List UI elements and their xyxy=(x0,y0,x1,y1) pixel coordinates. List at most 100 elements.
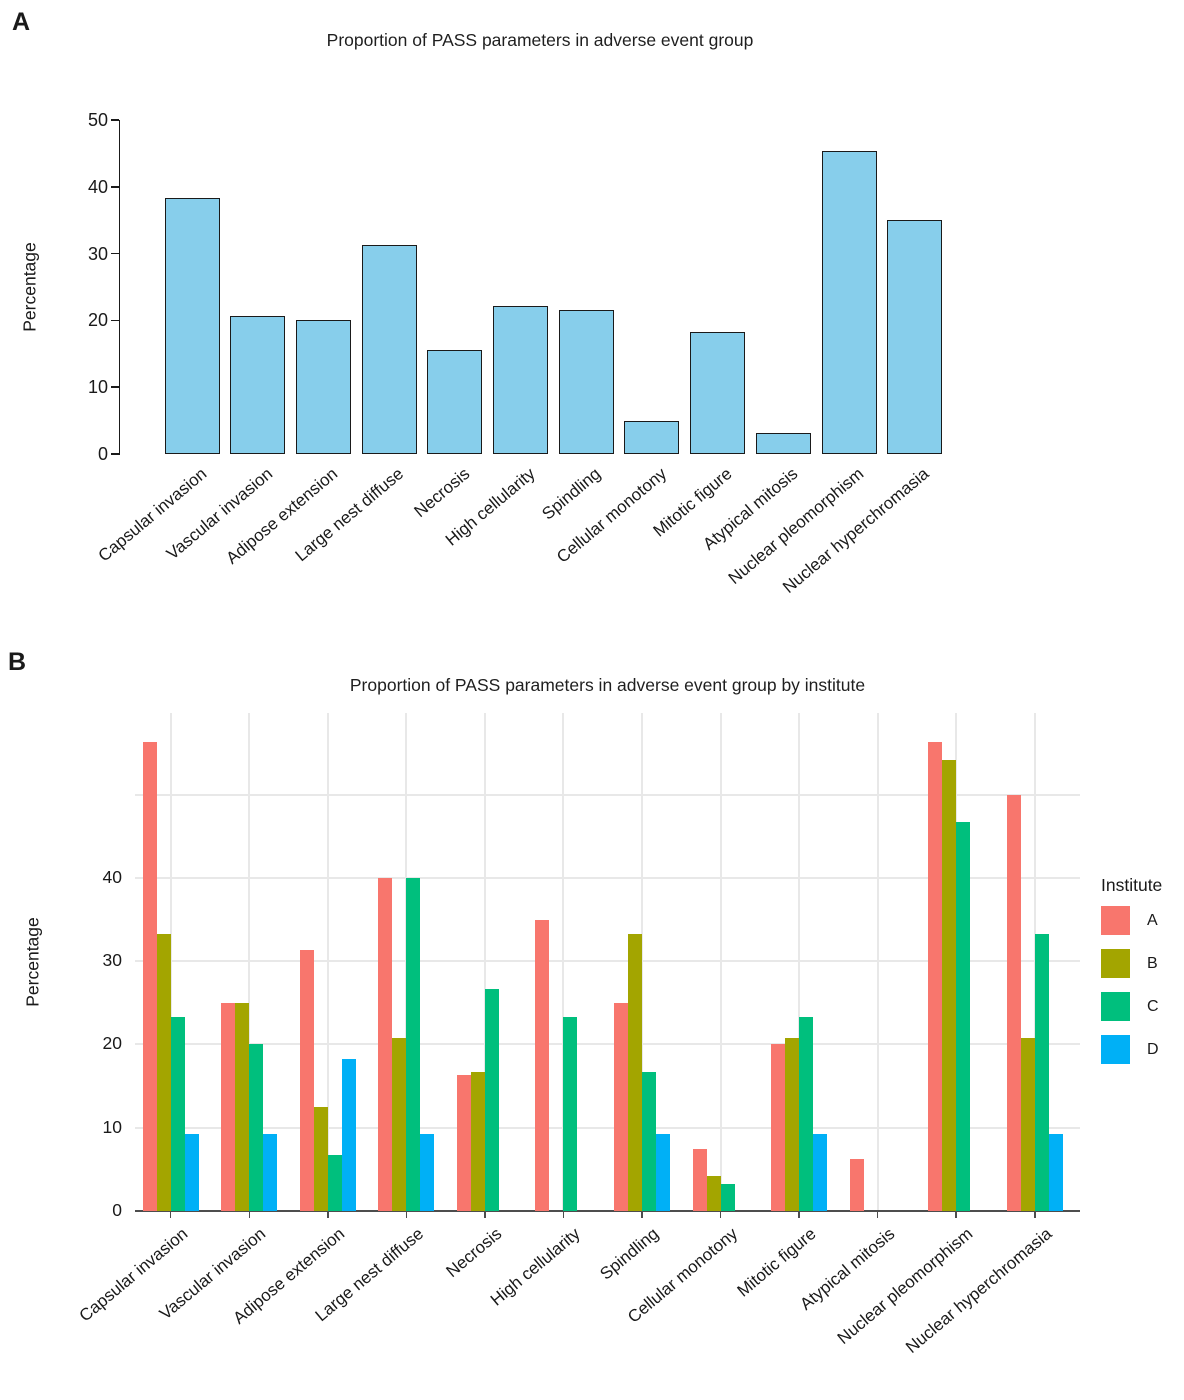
legend-item-b: B xyxy=(1101,949,1162,978)
bar-nuclear-hyperchromasia-d xyxy=(1048,1133,1063,1211)
legend-swatch-d xyxy=(1101,1035,1130,1064)
bar-mitotic-figure-a xyxy=(771,1044,786,1211)
panel-a-y-tick xyxy=(111,386,119,388)
bar-spindling-a xyxy=(614,1002,628,1211)
legend-item-a: A xyxy=(1101,906,1162,935)
bar-adipose-extension-a xyxy=(299,950,314,1211)
bar-atypical-mitosis-a xyxy=(849,1158,864,1211)
gridline-h-20 xyxy=(135,1043,1080,1046)
bar-cellular-monotony-a xyxy=(692,1148,707,1211)
gridline-v-cellular-monotony xyxy=(719,713,722,1211)
panel-b-x-tick xyxy=(641,1211,643,1218)
gridline-v-mitotic-figure xyxy=(798,713,801,1211)
panel-b-x-tick xyxy=(719,1211,722,1218)
bar-spindling xyxy=(558,310,614,454)
bar-high-cellularity xyxy=(493,306,548,454)
bar-high-cellularity-c xyxy=(563,1016,578,1211)
panel-a-x-label-capsular-invasion: Capsular invasion xyxy=(94,464,211,566)
panel-a-x-label-cellular-monotony: Cellular monotony xyxy=(552,464,671,567)
legend-swatch-b xyxy=(1101,949,1130,978)
panel-b-x-tick xyxy=(955,1211,957,1218)
bar-cellular-monotony-b xyxy=(706,1176,721,1211)
bar-large-nest-diffuse-c xyxy=(406,877,421,1211)
panel-b-x-tick xyxy=(876,1211,879,1218)
panel-b-x-label-nuclear-hyperchromasia: Nuclear hyperchromasia xyxy=(901,1224,1055,1357)
panel-a-title: Proportion of PASS parameters in adverse… xyxy=(326,30,754,50)
bar-nuclear-pleomorphism-c xyxy=(956,822,971,1211)
gridline-v-spindling xyxy=(641,713,643,1211)
bar-spindling-b xyxy=(628,933,642,1211)
bar-high-cellularity-a xyxy=(535,919,550,1211)
panel-a-y-tick-label: 50 xyxy=(87,110,108,130)
bar-capsular-invasion xyxy=(164,198,220,454)
gridline-v-adipose-extension xyxy=(326,713,329,1211)
bar-nuclear-hyperchromasia-a xyxy=(1006,794,1021,1211)
panel-b-x-tick xyxy=(562,1211,565,1218)
panel-b-y-tick-label: 10 xyxy=(102,1116,122,1137)
gridline-h-10 xyxy=(135,1126,1080,1129)
bar-vascular-invasion-a xyxy=(221,1002,236,1211)
legend-items: A B C D xyxy=(1101,906,1162,1064)
panel-b-y-tick-label: 0 xyxy=(112,1200,122,1220)
gridline-h-40 xyxy=(135,876,1080,879)
panel-a-y-tick-label: 0 xyxy=(97,444,108,464)
panel-b-x-tick xyxy=(1034,1211,1036,1218)
bar-capsular-invasion-d xyxy=(184,1133,199,1211)
panel-a-x-label-necrosis: Necrosis xyxy=(410,464,474,522)
bar-large-nest-diffuse xyxy=(361,244,417,454)
bar-mitotic-figure-c xyxy=(799,1016,814,1211)
panel-a-y-tick-label: 10 xyxy=(87,377,108,398)
bar-adipose-extension-b xyxy=(313,1106,328,1211)
bar-large-nest-diffuse-a xyxy=(378,877,393,1211)
panel-a-y-axis xyxy=(118,120,120,455)
bar-cellular-monotony xyxy=(624,421,680,454)
bar-mitotic-figure-b xyxy=(785,1037,800,1211)
panel-b-x-label-nuclear-pleomorphism: Nuclear pleomorphism xyxy=(833,1224,977,1348)
panel-b-x-tick xyxy=(405,1211,408,1218)
panel-a-y-tick-label: 30 xyxy=(87,243,108,264)
bar-mitotic-figure xyxy=(690,331,746,454)
legend-swatch-a xyxy=(1101,906,1130,935)
bar-adipose-extension-d xyxy=(341,1058,356,1211)
bar-atypical-mitosis xyxy=(755,433,811,454)
panel-b-x-axis xyxy=(135,1210,1080,1212)
legend-label-c: C xyxy=(1147,997,1159,1015)
panel-b-x-label-spindling: Spindling xyxy=(596,1224,663,1284)
gridline-v-high-cellularity xyxy=(562,713,565,1211)
bar-nuclear-pleomorphism-b xyxy=(942,759,957,1211)
legend-item-d: D xyxy=(1101,1035,1162,1064)
bar-capsular-invasion-a xyxy=(142,742,157,1211)
panel-b-y-tick-label: 30 xyxy=(102,950,122,971)
panel-b-title: Proportion of PASS parameters in adverse… xyxy=(349,675,866,695)
bar-adipose-extension xyxy=(295,319,351,454)
bar-vascular-invasion xyxy=(230,315,286,454)
panel-a-y-tick-label: 20 xyxy=(87,310,108,331)
legend-label-a: A xyxy=(1147,911,1158,929)
panel-a-label: A xyxy=(12,8,31,36)
bar-necrosis-b xyxy=(470,1071,485,1211)
panel-b-x-tick xyxy=(248,1211,250,1218)
bar-capsular-invasion-c xyxy=(170,1016,185,1211)
panel-a-y-tick xyxy=(111,252,119,255)
bar-vascular-invasion-b xyxy=(235,1002,250,1211)
bar-vascular-invasion-d xyxy=(263,1133,278,1211)
gridline-v-atypical-mitosis xyxy=(876,713,879,1211)
legend-title: Institute xyxy=(1101,875,1163,895)
bar-necrosis xyxy=(427,349,483,454)
bar-cellular-monotony-c xyxy=(720,1183,735,1211)
legend-swatch-c xyxy=(1101,992,1130,1021)
bar-large-nest-diffuse-d xyxy=(420,1133,435,1211)
bar-capsular-invasion-b xyxy=(156,933,171,1211)
bar-nuclear-hyperchromasia-b xyxy=(1020,1037,1035,1211)
gridline-v-necrosis xyxy=(483,713,486,1211)
panel-a-y-tick xyxy=(111,186,119,188)
bar-nuclear-hyperchromasia-c xyxy=(1034,933,1049,1211)
panel-a-y-tick xyxy=(111,119,119,121)
bar-mitotic-figure-d xyxy=(813,1133,828,1211)
bar-vascular-invasion-c xyxy=(249,1044,264,1211)
panel-a-y-tick-label: 40 xyxy=(87,176,108,197)
bar-spindling-d xyxy=(656,1133,670,1211)
bar-necrosis-c xyxy=(484,988,499,1211)
panel-b-plot: 0 10 20 30 40 Capsular invasion Vascular invas… xyxy=(0,660,1184,1400)
